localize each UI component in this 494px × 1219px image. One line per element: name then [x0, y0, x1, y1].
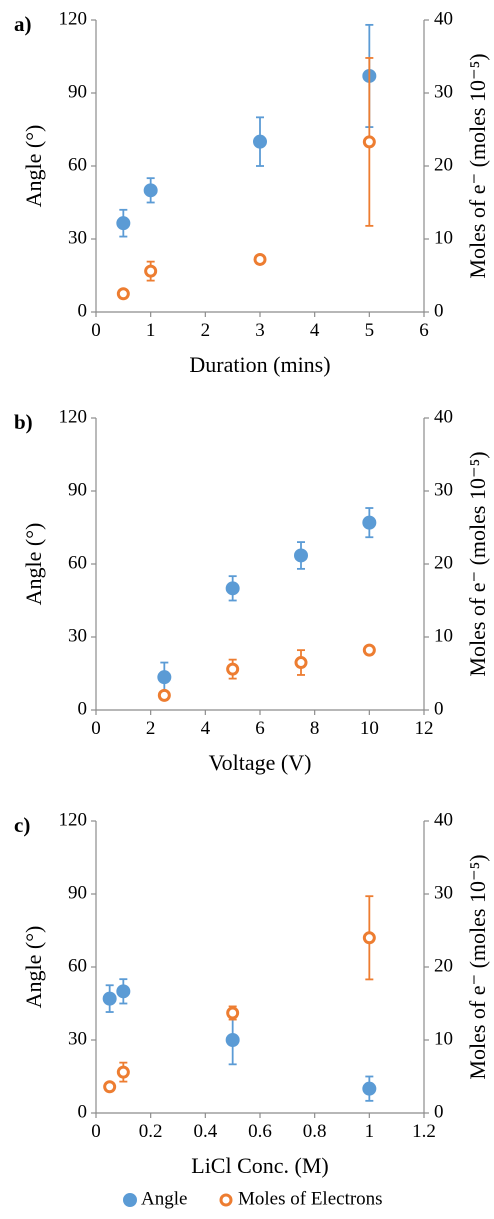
x-tick-label: 8 — [310, 718, 320, 739]
angle-point — [143, 183, 158, 198]
x-tick-label: 1 — [146, 320, 156, 341]
angle-point — [225, 1033, 240, 1047]
y-tick-label: 90 — [68, 882, 87, 903]
electrons-point — [144, 264, 158, 278]
x-tick-label: 4 — [201, 718, 211, 739]
y-tick-label: 60 — [68, 552, 87, 573]
y2-tick-label: 30 — [434, 81, 453, 102]
legend-electrons-marker — [219, 1193, 233, 1207]
panel-label: c) — [14, 813, 30, 837]
legend-electrons-label: Moles of Electrons — [238, 1188, 383, 1209]
electrons-point — [116, 287, 130, 301]
y2-tick-label: 0 — [434, 1101, 444, 1122]
y-tick-label: 30 — [68, 1028, 87, 1049]
y2-axis-title: Moles of e⁻ (moles 10⁻⁵) — [465, 451, 490, 676]
y2-tick-label: 10 — [434, 1028, 453, 1049]
angle-point — [102, 991, 117, 1006]
y2-tick-label: 10 — [434, 227, 453, 248]
electrons-point — [157, 688, 171, 702]
angle-point — [116, 216, 131, 231]
x-tick-label: 6 — [255, 718, 265, 739]
angle-point — [362, 1081, 377, 1096]
y2-tick-label: 20 — [434, 154, 453, 175]
electrons-point — [116, 1065, 130, 1079]
y-axis-title: Angle (°) — [21, 926, 46, 1009]
y2-tick-label: 30 — [434, 882, 453, 903]
angle-point — [225, 581, 240, 596]
electrons-point — [226, 662, 240, 676]
y-tick-label: 60 — [68, 154, 87, 175]
y2-tick-label: 40 — [434, 406, 453, 427]
angle-point — [116, 984, 131, 999]
legend-angle-label: Angle — [141, 1188, 187, 1209]
y2-tick-label: 20 — [434, 955, 453, 976]
x-tick-label: 0.8 — [303, 1121, 327, 1142]
y2-tick-label: 20 — [434, 552, 453, 573]
x-tick-label: 0.6 — [248, 1121, 272, 1142]
y2-tick-label: 0 — [434, 300, 444, 321]
electrons-point — [362, 931, 376, 945]
y-tick-label: 90 — [68, 81, 87, 102]
panel-label: a) — [14, 12, 32, 36]
y-tick-label: 30 — [68, 625, 87, 646]
chart-panel-3: c)0 0.2 0.4 0.6 0.8 1 1.20306090120010203040Li… — [14, 809, 490, 1178]
angle-point — [157, 670, 172, 685]
x-tick-label: 12 — [415, 718, 434, 739]
electrons-point — [226, 1006, 240, 1020]
x-tick-label: 3 — [255, 320, 265, 341]
electrons-point — [253, 252, 267, 266]
legend: Angle Moles of Electrons — [123, 1188, 383, 1209]
x-tick-label: 10 — [360, 718, 379, 739]
y2-tick-label: 0 — [434, 698, 444, 719]
y-tick-label: 120 — [59, 406, 88, 427]
x-tick-label: 0 — [91, 1121, 101, 1142]
y2-tick-label: 40 — [434, 8, 453, 29]
x-tick-label: 0.4 — [193, 1121, 217, 1142]
y-tick-label: 120 — [59, 8, 88, 29]
x-axis-title: Voltage (V) — [209, 750, 312, 775]
y-axis-title: Angle (°) — [21, 523, 46, 606]
electrons-point — [362, 135, 376, 149]
x-axis-title: Duration (mins) — [189, 352, 330, 377]
y2-tick-label: 30 — [434, 479, 453, 500]
x-tick-label: 2 — [201, 320, 211, 341]
angle-point — [294, 548, 308, 563]
x-tick-label: 0 — [91, 320, 101, 341]
y-tick-label: 0 — [78, 300, 88, 321]
y-tick-label: 30 — [68, 227, 87, 248]
y-tick-label: 0 — [78, 698, 88, 719]
y2-tick-label: 10 — [434, 625, 453, 646]
y2-tick-label: 40 — [434, 809, 453, 830]
panel-label: b) — [14, 410, 33, 434]
x-tick-label: 6 — [419, 320, 429, 341]
y2-axis-title: Moles of e⁻ (moles 10⁻⁵) — [465, 53, 490, 278]
y-tick-label: 60 — [68, 955, 87, 976]
electrons-point — [362, 643, 376, 657]
x-tick-label: 0 — [91, 718, 101, 739]
x-axis-title: LiCl Conc. (M) — [191, 1153, 329, 1178]
legend-angle-marker — [123, 1193, 137, 1207]
x-tick-label: 1.2 — [412, 1121, 436, 1142]
electrons-point — [294, 656, 308, 670]
x-tick-label: 1 — [365, 1121, 375, 1142]
angle-point — [253, 134, 267, 149]
y-tick-label: 90 — [68, 479, 87, 500]
x-tick-label: 0.2 — [139, 1121, 163, 1142]
y-axis-title: Angle (°) — [21, 125, 46, 208]
electrons-point — [103, 1080, 117, 1094]
y-tick-label: 0 — [78, 1101, 88, 1122]
x-tick-label: 2 — [146, 718, 156, 739]
angle-point — [362, 515, 377, 530]
x-tick-label: 4 — [310, 320, 320, 341]
x-tick-label: 5 — [365, 320, 375, 341]
y-tick-label: 120 — [59, 809, 88, 830]
y2-axis-title: Moles of e⁻ (moles 10⁻⁵) — [465, 854, 490, 1079]
